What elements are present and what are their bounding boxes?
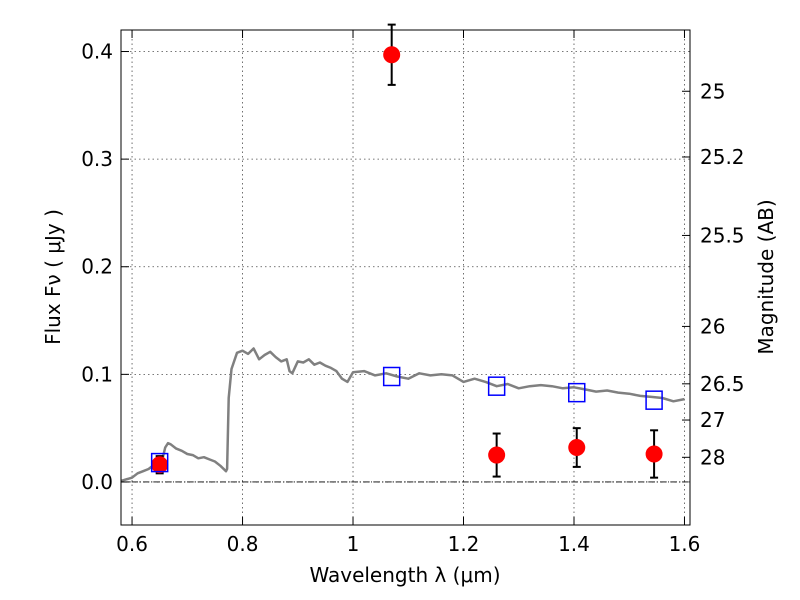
mag-tick-label: 28 xyxy=(700,445,725,469)
observed-flux-point xyxy=(488,446,506,464)
data-layer xyxy=(120,23,685,483)
x-tick-label: 1.6 xyxy=(669,532,701,556)
model-sed-line xyxy=(120,347,685,483)
mag-tick-label: 26.5 xyxy=(700,372,745,396)
x-tick-label: 0.8 xyxy=(227,532,259,556)
model-band-square xyxy=(150,452,169,473)
plot-frame xyxy=(120,29,691,526)
mag-tick-label: 25.2 xyxy=(700,145,745,169)
mag-tick-label: 26 xyxy=(700,314,725,338)
x-tick-label: 1.2 xyxy=(448,532,480,556)
y2-axis-label: Magnitude (AB) xyxy=(754,199,778,354)
y-axis-label: Flux Fν ( μJy ) xyxy=(41,209,65,345)
y-tick-label: 0.1 xyxy=(81,362,113,386)
mag-tick-label: 27 xyxy=(700,408,725,432)
mag-tick-label: 25 xyxy=(700,79,725,103)
ticks-layer: 0.6 0.8 1 1.2 1.4 1.6 0.0 0.1 0.2 0.3 0.4 25 25.2 25.… xyxy=(81,30,745,556)
observed-flux-point xyxy=(383,46,401,64)
observed-flux-point xyxy=(151,456,169,474)
model-band-square xyxy=(487,376,506,396)
x-tick-label: 1.4 xyxy=(558,532,590,556)
y-tick-label: 0.2 xyxy=(81,255,113,279)
observed-flux-point xyxy=(645,445,663,463)
grid-layer xyxy=(121,30,690,525)
y-tick-label: 0.4 xyxy=(81,40,113,64)
model-band-square xyxy=(568,382,586,403)
y-tick-label: 0.0 xyxy=(81,470,113,494)
x-axis-label: Wavelength λ (μm) xyxy=(309,563,500,587)
observed-flux-point xyxy=(568,439,586,457)
mag-tick-label: 25.5 xyxy=(700,223,745,247)
model-band-square xyxy=(645,390,663,410)
y-tick-label: 0.3 xyxy=(81,147,113,171)
x-tick-label: 0.6 xyxy=(116,532,148,556)
model-band-square xyxy=(382,366,401,387)
x-tick-label: 1 xyxy=(347,532,360,556)
